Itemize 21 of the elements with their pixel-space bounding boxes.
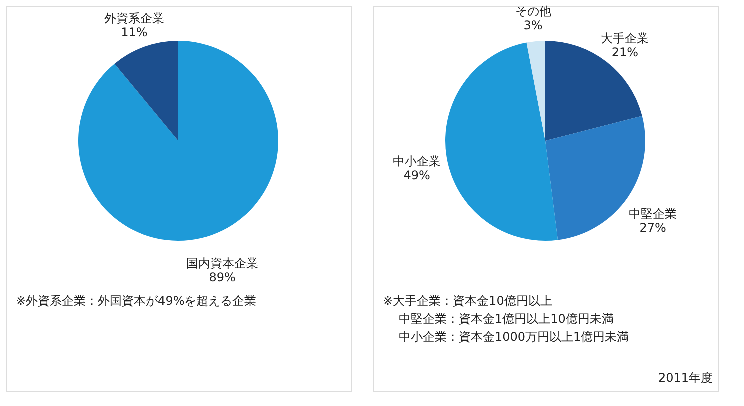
slice-label: 中小企業 [393,154,442,168]
text: 2011年度 [658,371,713,385]
slice-label: その他 [515,4,552,19]
pie-slice [114,41,178,141]
text: 中小企業：資本金1000万円以上1億円未満 [399,330,630,344]
text: 中堅企業：資本金1億円以上10億円未満 [399,312,614,326]
pie-slice [526,41,546,141]
data-label: 3% [524,18,543,33]
text: ※大手企業：資本金10億円以上 [383,294,552,308]
pie-slice [446,42,558,241]
data-label: 27% [640,221,666,236]
slice-label: 国内資本企業 [186,256,259,270]
text: ※外資系企業：外国資本が49%を超える企業 [16,294,257,308]
slice-label: 中堅企業 [629,207,678,222]
pie-slice [78,41,278,241]
slice-label: 外資系企業 [104,12,164,26]
slice-label: 大手企業 [601,31,650,46]
data-label: 89% [209,270,236,284]
data-label: 21% [612,45,639,60]
data-label: 49% [404,168,430,182]
data-label: 11% [121,26,148,40]
